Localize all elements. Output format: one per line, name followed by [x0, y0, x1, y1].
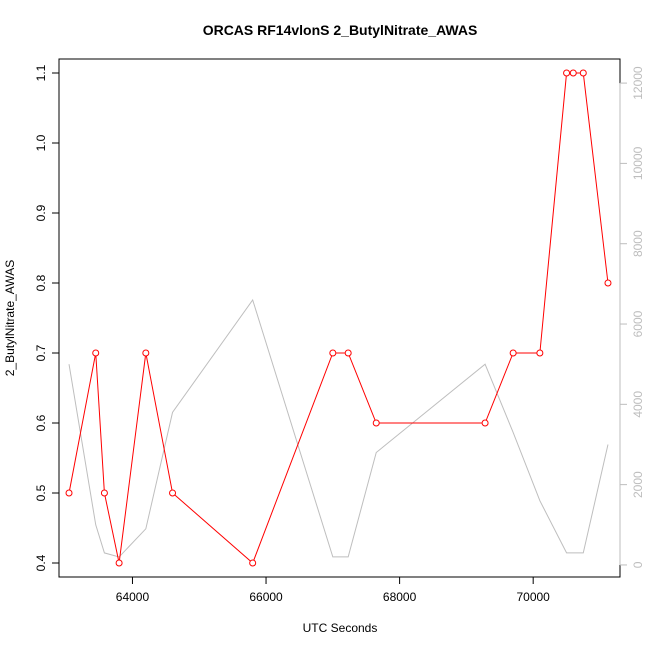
y2-tick-label: 12000 — [631, 66, 645, 100]
data-point — [579, 69, 587, 77]
data-point — [509, 349, 517, 357]
series-line-secondary — [68, 298, 609, 558]
data-point — [169, 489, 177, 497]
data-point — [329, 349, 337, 357]
x-axis-label: UTC Seconds — [303, 621, 378, 635]
y-tick-label: 1.1 — [34, 64, 48, 81]
data-point — [481, 419, 489, 427]
y2-tick-label: 8000 — [631, 230, 645, 257]
data-point — [249, 559, 257, 567]
data-point — [569, 69, 577, 77]
data-point — [604, 279, 612, 287]
x-tick-label: 68000 — [383, 590, 417, 604]
data-point — [536, 349, 544, 357]
x-tick-label: 66000 — [249, 590, 283, 604]
x-tick-label: 64000 — [116, 590, 150, 604]
y-axis-label: 2_ButylNitrate_AWAS — [3, 260, 17, 377]
y-axis-right: 0 2000 4000 6000 8000 10000 12000 — [619, 66, 645, 568]
data-point — [372, 419, 380, 427]
data-point — [142, 349, 150, 357]
y-tick-label: 1.0 — [34, 134, 48, 151]
y-tick-label: 0.9 — [34, 204, 48, 221]
y-tick-label: 0.7 — [34, 344, 48, 361]
y2-tick-label: 2000 — [631, 471, 645, 498]
x-tick-label: 70000 — [516, 590, 550, 604]
data-point — [344, 349, 352, 357]
x-axis: 64000 66000 68000 70000 — [116, 576, 550, 604]
y2-tick-label: 6000 — [631, 310, 645, 337]
data-point — [563, 69, 571, 77]
y-tick-label: 0.6 — [34, 414, 48, 431]
y-axis-left: 0.4 0.5 0.6 0.7 0.8 0.9 1.0 1.1 — [34, 64, 60, 571]
y2-tick-label: 4000 — [631, 391, 645, 418]
y-tick-label: 0.5 — [34, 484, 48, 501]
y2-tick-label: 10000 — [631, 146, 645, 180]
series-layer — [65, 69, 612, 567]
data-point — [115, 559, 123, 567]
data-point — [92, 349, 100, 357]
y2-tick-label: 0 — [631, 561, 645, 568]
data-point — [100, 489, 108, 497]
y-tick-label: 0.4 — [34, 554, 48, 571]
y-tick-label: 0.8 — [34, 274, 48, 291]
data-point — [65, 489, 73, 497]
chart-title: ORCAS RF14vlonS 2_ButylNitrate_AWAS — [203, 22, 478, 38]
